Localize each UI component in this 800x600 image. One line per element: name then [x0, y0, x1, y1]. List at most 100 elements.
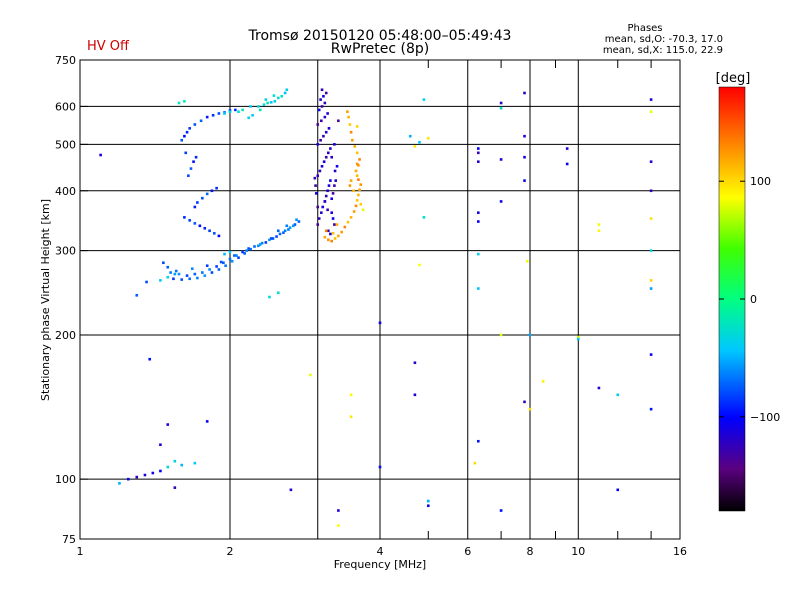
echo-point	[268, 295, 271, 299]
echo-point	[199, 119, 203, 123]
echo-point	[205, 264, 209, 268]
echo-point	[649, 279, 653, 282]
echo-point	[355, 199, 359, 202]
echo-point	[285, 88, 289, 92]
echo-point	[159, 469, 162, 473]
echo-point	[348, 184, 352, 187]
colorbar-ticks: 100 0 −100	[719, 175, 780, 424]
echo-point	[177, 101, 181, 105]
echo-point	[258, 243, 262, 246]
echo-point	[649, 189, 653, 193]
echo-point	[210, 189, 214, 193]
colorbar-tick-label: −100	[750, 411, 780, 424]
echo-point	[565, 147, 569, 150]
echo-point	[477, 287, 480, 290]
echo-point	[253, 245, 256, 248]
echo-point	[351, 138, 354, 142]
echo-point	[212, 232, 216, 235]
echo-point	[359, 183, 363, 186]
echo-point	[257, 105, 260, 108]
echo-point	[243, 252, 246, 255]
x-tick-label: 6	[464, 545, 471, 558]
stats-title: Phases	[627, 23, 662, 34]
echo-point	[174, 269, 178, 273]
echo-point	[183, 134, 186, 138]
echo-point	[205, 115, 209, 119]
echo-point	[361, 208, 365, 212]
echo-point	[232, 254, 236, 257]
echo-point	[353, 145, 357, 148]
echo-point	[473, 461, 477, 465]
echo-point	[217, 268, 221, 271]
echo-point	[324, 130, 328, 134]
echo-points	[99, 88, 653, 527]
echo-point	[320, 211, 323, 214]
echo-point	[126, 477, 130, 481]
echo-point	[219, 260, 223, 264]
echo-point	[333, 143, 336, 146]
y-axis-ticks: 75 100 200 300 400 500 600 750	[55, 54, 88, 546]
echo-point	[228, 257, 232, 261]
echo-point	[285, 224, 289, 228]
echo-point	[337, 524, 340, 527]
echo-point	[283, 229, 287, 233]
echo-point	[426, 499, 430, 503]
echo-point	[649, 287, 653, 290]
echo-point	[217, 112, 221, 115]
hv-status: HV Off	[87, 39, 130, 54]
echo-point	[192, 160, 195, 163]
echo-point	[324, 91, 328, 95]
echo-point	[422, 216, 426, 219]
echo-point	[172, 277, 175, 281]
echo-point	[287, 228, 290, 231]
echo-point	[196, 276, 199, 280]
echo-point	[523, 91, 526, 95]
echo-point	[194, 155, 198, 159]
echo-point	[260, 241, 264, 245]
echo-point	[357, 193, 360, 197]
echo-point	[151, 471, 155, 475]
echo-point	[237, 110, 240, 113]
echo-point	[323, 101, 327, 105]
echo-point	[275, 235, 278, 238]
echo-point	[268, 238, 271, 242]
echo-point	[327, 127, 331, 130]
echo-point	[349, 415, 353, 419]
echo-point	[245, 249, 248, 252]
echo-point	[177, 272, 181, 276]
echo-point	[297, 220, 301, 223]
echo-point	[215, 265, 218, 268]
echo-point	[184, 151, 188, 155]
echo-point	[321, 205, 325, 209]
echo-point	[148, 357, 152, 361]
x-axis-label: Frequency [MHz]	[334, 558, 426, 571]
echo-point	[159, 279, 162, 282]
echo-point	[223, 112, 226, 115]
echo-point	[249, 105, 252, 108]
echo-point	[230, 259, 234, 263]
echo-point	[355, 125, 359, 128]
echo-point	[317, 217, 321, 220]
echo-point	[193, 222, 197, 225]
echo-point	[203, 274, 207, 277]
echo-point	[292, 224, 295, 228]
echo-point	[288, 226, 292, 229]
echo-point	[413, 361, 417, 365]
echo-point	[329, 179, 332, 182]
echo-point	[616, 393, 620, 397]
echo-point	[173, 486, 177, 489]
echo-point	[276, 96, 280, 100]
echo-point	[173, 272, 177, 276]
echo-point	[276, 229, 280, 233]
grid-lines	[80, 60, 680, 539]
echo-point	[523, 179, 526, 182]
echo-point	[228, 110, 232, 113]
echo-point	[616, 488, 620, 492]
echo-point	[523, 155, 526, 159]
echo-point	[293, 223, 297, 226]
echo-point	[215, 186, 218, 190]
echo-point	[193, 205, 197, 209]
x-axis-ticks: 1 2 4 6 8 10 16	[77, 545, 688, 558]
echo-point	[329, 147, 332, 150]
